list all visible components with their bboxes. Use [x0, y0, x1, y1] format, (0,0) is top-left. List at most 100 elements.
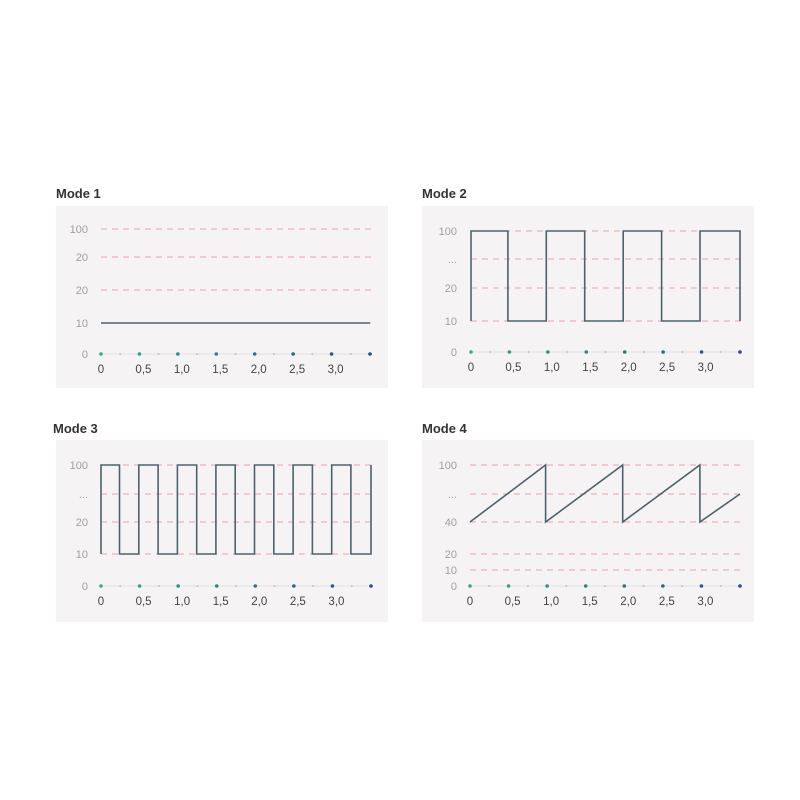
x-tick-dot [661, 584, 665, 588]
y-tick-label: ... [79, 489, 88, 501]
y-tick-label: 0 [82, 581, 88, 593]
x-tick-dot [699, 350, 704, 354]
y-tick-label: 10 [445, 316, 457, 328]
minor-tick-dot [489, 350, 492, 354]
x-tick-dot [137, 584, 142, 588]
minor-tick-dot [234, 352, 237, 356]
x-tick-label: 1,0 [543, 596, 559, 608]
x-tick-dot [291, 352, 295, 356]
y-tick-label: 100 [70, 460, 88, 472]
x-tick-dot [99, 352, 103, 356]
x-tick-dot [507, 350, 512, 354]
y-tick-label: 20 [445, 549, 457, 561]
minor-tick-dot [234, 584, 238, 588]
minor-tick-dot [527, 350, 530, 354]
minor-tick-dot [603, 584, 607, 588]
series-line [469, 463, 741, 524]
x-tick-label: 2,5 [659, 362, 675, 374]
x-tick-dot [137, 352, 142, 356]
x-tick-dot [622, 350, 627, 354]
x-tick-dot [252, 352, 257, 356]
minor-tick-dot [196, 584, 199, 588]
x-tick-label: 1,5 [213, 596, 229, 608]
x-tick-label: 2,5 [290, 596, 306, 608]
x-tick-dot [369, 584, 373, 588]
x-tick-dot [214, 352, 219, 356]
x-tick-label: 3,0 [698, 362, 714, 374]
x-tick-label: 0,5 [505, 362, 521, 374]
x-tick-dot [546, 350, 550, 354]
y-tick-label: 0 [451, 581, 457, 593]
series-line [470, 230, 741, 322]
minor-tick-dot [349, 352, 352, 356]
x-tick-dot [545, 584, 549, 588]
x-tick-dot [176, 584, 180, 588]
x-tick-dot [468, 584, 472, 588]
y-tick-label: 20 [76, 252, 88, 264]
minor-tick-dot [642, 350, 646, 354]
x-tick-dot [661, 350, 665, 354]
minor-tick-dot [488, 584, 491, 588]
x-tick-label: 2,0 [620, 596, 636, 608]
x-tick-dot [506, 584, 511, 588]
y-tick-label: ... [448, 254, 457, 266]
y-tick-label: 0 [82, 349, 88, 361]
x-tick-label: 0 [98, 364, 104, 376]
x-tick-dot [584, 350, 589, 354]
panel-background [422, 206, 754, 388]
panel-background [56, 206, 388, 388]
chart-panel-4: Mode 4 0 10 20 40... 100 0 0,5 1,0 1,5 2,0 2,5 3,0 [422, 421, 754, 622]
x-tick-label: 0,5 [505, 596, 521, 608]
chart-title: Mode 1 [56, 186, 101, 201]
x-tick-dot [699, 584, 704, 588]
minor-tick-dot [565, 350, 569, 354]
y-tick-label: 100 [439, 226, 457, 238]
x-tick-dot [330, 584, 335, 588]
x-tick-dot [214, 584, 219, 588]
x-tick-dot [469, 350, 473, 354]
x-tick-label: 1,0 [174, 364, 190, 376]
x-tick-label: 3,0 [328, 364, 344, 376]
x-tick-label: 0,5 [136, 596, 152, 608]
minor-tick-dot [272, 352, 276, 356]
x-tick-label: 1,5 [212, 364, 228, 376]
x-tick-label: 3,0 [328, 596, 344, 608]
minor-tick-dot [719, 350, 722, 354]
x-tick-dot [176, 352, 180, 356]
x-tick-label: 2,5 [659, 596, 675, 608]
x-tick-label: 2,5 [289, 364, 305, 376]
minor-tick-dot [719, 584, 722, 588]
x-tick-label: 1,0 [174, 596, 190, 608]
x-tick-label: 2,0 [251, 596, 267, 608]
y-tick-label: 20 [76, 517, 88, 529]
x-tick-label: 0 [467, 596, 473, 608]
y-tick-label: 0 [451, 347, 457, 359]
minor-tick-dot [119, 352, 122, 356]
minor-tick-dot [119, 584, 122, 588]
x-tick-dot [292, 584, 296, 588]
y-tick-label: ... [448, 489, 457, 501]
panel-background [56, 440, 388, 622]
x-tick-dot [329, 352, 334, 356]
x-tick-dot [738, 584, 742, 588]
minor-tick-dot [526, 584, 529, 588]
minor-tick-dot [312, 584, 315, 588]
minor-tick-dot [157, 352, 160, 356]
y-tick-label: 10 [76, 549, 88, 561]
x-tick-label: 0 [468, 362, 474, 374]
x-tick-dot [583, 584, 588, 588]
minor-tick-dot [565, 584, 568, 588]
y-tick-label: 100 [439, 460, 457, 472]
x-tick-label: 3,0 [697, 596, 713, 608]
minor-tick-dot [311, 352, 314, 356]
x-tick-dot [99, 584, 103, 588]
panel-background [422, 440, 754, 622]
y-tick-label: 100 [70, 224, 88, 236]
chart-title: Mode 2 [422, 186, 467, 201]
x-tick-label: 0,5 [135, 364, 151, 376]
minor-tick-dot [604, 350, 607, 354]
x-tick-dot [368, 352, 372, 356]
minor-tick-dot [681, 584, 684, 588]
y-tick-label: 10 [76, 318, 88, 330]
x-tick-dot [253, 584, 258, 588]
